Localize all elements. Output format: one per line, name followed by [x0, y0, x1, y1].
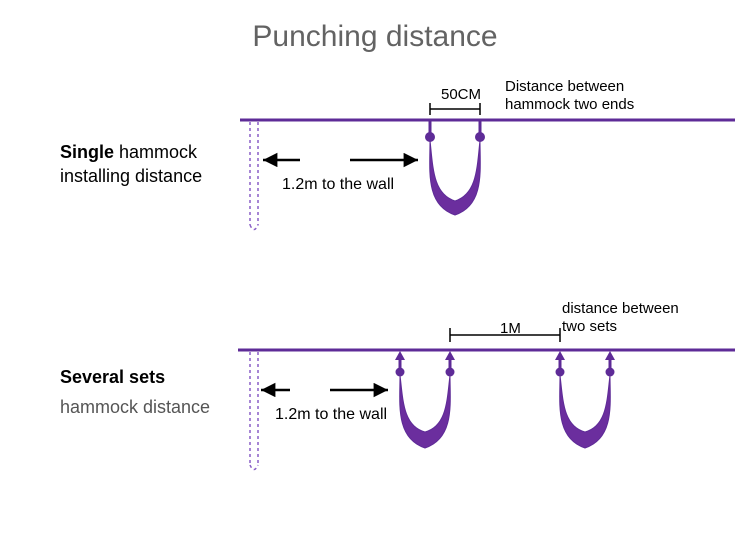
single-diagram — [0, 0, 750, 260]
several-diagram — [0, 240, 750, 540]
